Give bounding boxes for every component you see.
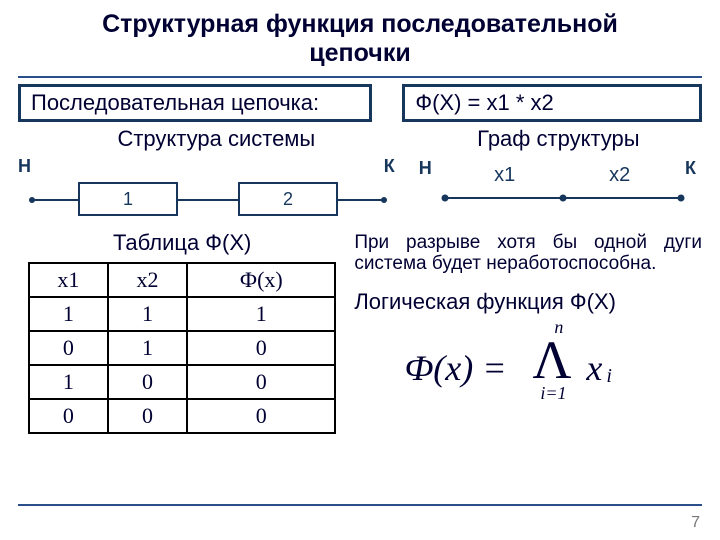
graph-x2: х2 — [609, 164, 630, 187]
subheads: Структура системы Граф структуры — [18, 126, 702, 152]
formula-rhs: x — [586, 347, 602, 389]
table-row: 0 1 0 — [29, 331, 336, 365]
diagrams: Н К 1 2 Н К х1 х2 — [18, 156, 702, 216]
formula-sub: i — [606, 365, 612, 388]
formula: Ф(x) = n Λ i=1 x i — [354, 321, 702, 411]
formula-boxes: Последовательная цепочка: Ф(Х) = х1 * х2 — [18, 84, 702, 122]
title-line2: цепочки — [309, 39, 410, 67]
th-x1: x1 — [29, 263, 108, 297]
left-column: Таблица Ф(Х) x1 x2 Ф(x) 1 1 1 0 1 0 1 0 … — [18, 216, 346, 434]
table-row: 1 1 1 — [29, 297, 336, 331]
formula-lower: i=1 — [540, 383, 566, 404]
subhead-structure: Структура системы — [18, 126, 415, 152]
graph-K: К — [685, 158, 696, 179]
graph-N: Н — [419, 158, 432, 179]
line-3 — [338, 199, 384, 201]
line-2 — [178, 199, 238, 201]
structure-diagram: Н К 1 2 — [18, 156, 415, 211]
th-fx: Ф(x) — [187, 263, 335, 297]
top-rule — [18, 76, 702, 78]
right-column: При разрыве хотя бы одной дуги система б… — [346, 216, 702, 434]
table-header-row: x1 x2 Ф(x) — [29, 263, 336, 297]
box-formula: Ф(Х) = х1 * х2 — [402, 84, 702, 122]
box-sequential: Последовательная цепочка: — [18, 84, 372, 122]
formula-lhs: Ф(x) = — [404, 347, 506, 389]
table-row: 0 0 0 — [29, 399, 336, 433]
gdot-3 — [677, 194, 684, 201]
block-2: 2 — [238, 182, 338, 216]
gline-1 — [445, 197, 563, 199]
graph-x1: х1 — [494, 164, 515, 187]
bottom-rule — [18, 504, 702, 506]
title-line1: Структурная функция последовательной — [102, 10, 618, 38]
description-text: При разрыве хотя бы одной дуги система б… — [354, 232, 702, 276]
gline-2 — [563, 197, 681, 199]
table-caption: Таблица Ф(Х) — [18, 230, 346, 256]
label-N: Н — [18, 156, 31, 177]
line-1 — [32, 199, 78, 201]
dot-end — [381, 197, 387, 203]
truth-table: x1 x2 Ф(x) 1 1 1 0 1 0 1 0 0 0 0 — [28, 262, 337, 434]
big-and-icon: Λ — [532, 329, 571, 391]
th-x2: x2 — [108, 263, 187, 297]
subhead-graph: Граф структуры — [415, 126, 702, 152]
label-K: К — [384, 156, 395, 177]
page-number: 7 — [691, 514, 700, 532]
table-row: 1 0 0 — [29, 365, 336, 399]
block-1: 1 — [78, 182, 178, 216]
logic-function-heading: Логическая функция Ф(Х) — [354, 289, 702, 315]
graph-diagram: Н К х1 х2 — [415, 156, 702, 211]
